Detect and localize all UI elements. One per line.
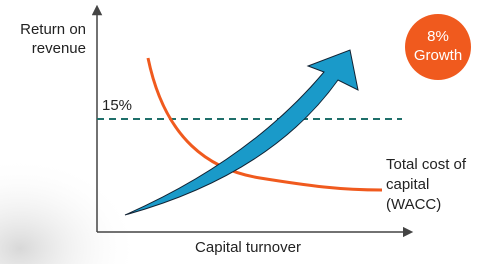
diagram: 8% Growth Return on revenue 15% Total co…: [0, 0, 492, 264]
curve-label: (WACC): [386, 196, 441, 213]
y-axis-label: Return on: [20, 21, 86, 38]
threshold-label: 15%: [102, 97, 132, 114]
badge-text: Growth: [414, 47, 462, 64]
x-axis-label: Capital turnover: [195, 239, 301, 256]
page: 8% Growth Return on revenue 15% Total co…: [0, 0, 492, 264]
badge-text: 8%: [427, 28, 449, 45]
y-axis-label: revenue: [32, 40, 86, 57]
background-texture: [0, 110, 200, 264]
curve-label: capital: [386, 176, 429, 193]
curve-label: Total cost of: [386, 156, 467, 173]
